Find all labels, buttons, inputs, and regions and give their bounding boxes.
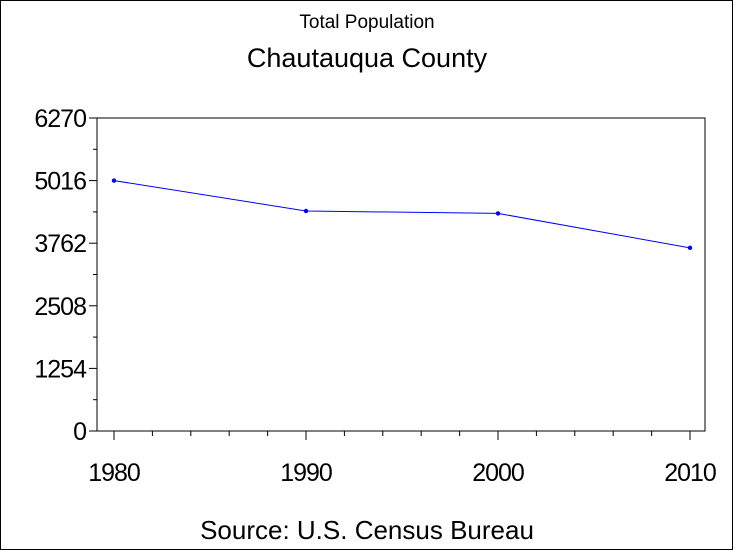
chart-title: Chautauqua County xyxy=(247,43,488,73)
data-point xyxy=(687,245,693,251)
series-layer xyxy=(111,178,693,251)
plot-area xyxy=(96,117,706,432)
series-line xyxy=(113,180,691,249)
y-axis: 0 1254 2508 3762 5016 6270 xyxy=(34,105,97,446)
chart-footnote: Source: U.S. Census Bureau xyxy=(200,515,534,545)
x-axis: 1980 1990 2000 2010 xyxy=(88,431,717,487)
x-tick-label: 2000 xyxy=(472,459,524,487)
chart-subtitle: Total Population xyxy=(299,12,434,33)
x-tick-label: 1980 xyxy=(88,459,140,487)
y-tick-label: 1254 xyxy=(34,355,87,383)
data-point xyxy=(495,211,501,216)
data-point xyxy=(111,178,117,183)
y-tick-label: 3762 xyxy=(34,230,86,258)
y-tick-label: 0 xyxy=(73,418,86,446)
y-tick-label: 2508 xyxy=(34,293,86,321)
x-tick-label: 1990 xyxy=(280,459,332,487)
x-tick-label: 2010 xyxy=(664,459,716,487)
data-point xyxy=(303,208,309,214)
y-tick-label: 6270 xyxy=(34,105,86,133)
y-tick-label: 5016 xyxy=(34,168,86,196)
